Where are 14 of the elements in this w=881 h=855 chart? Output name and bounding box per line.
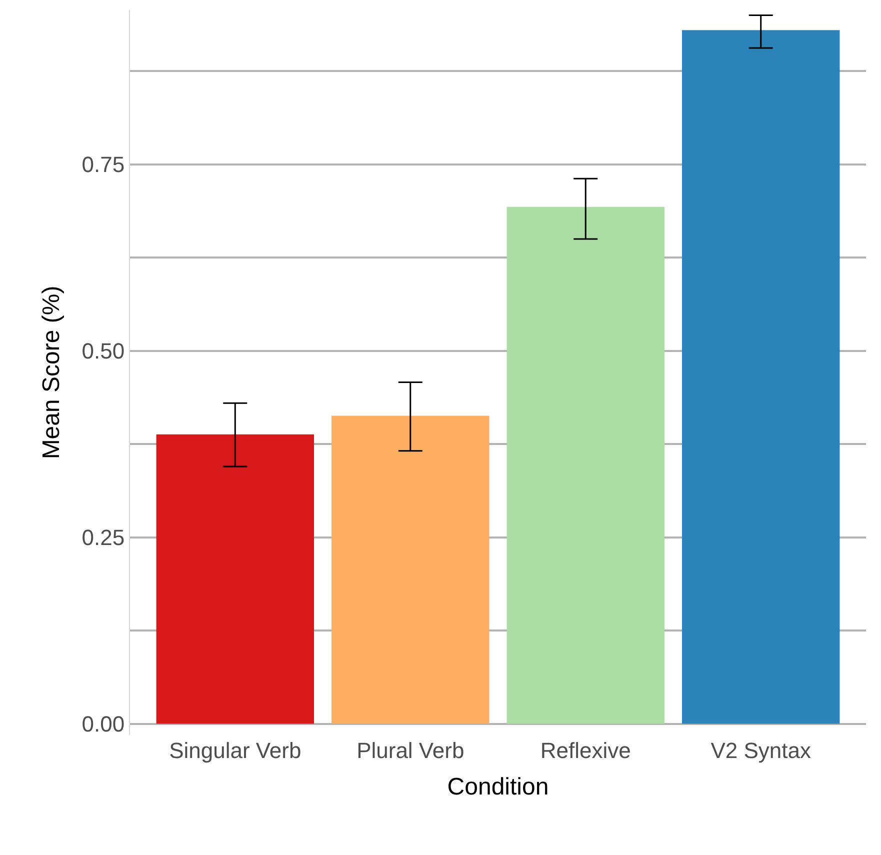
- bar: [332, 416, 490, 724]
- x-tick-label: Reflexive: [540, 738, 631, 763]
- y-tick-label: 0.25: [82, 525, 125, 550]
- bar: [506, 206, 664, 724]
- y-tick-label: 0.00: [82, 712, 125, 737]
- x-tick-label: V2 Syntax: [710, 738, 811, 763]
- x-tick-label: Singular Verb: [169, 738, 302, 763]
- y-tick-label: 0.50: [82, 338, 125, 364]
- y-axis-title: Mean Score (%): [38, 286, 65, 460]
- bar: [682, 30, 840, 724]
- x-axis-title: Condition: [447, 773, 549, 800]
- y-tick-label: 0.75: [82, 152, 125, 178]
- bar: [156, 434, 314, 724]
- x-tick-label: Plural Verb: [356, 738, 464, 763]
